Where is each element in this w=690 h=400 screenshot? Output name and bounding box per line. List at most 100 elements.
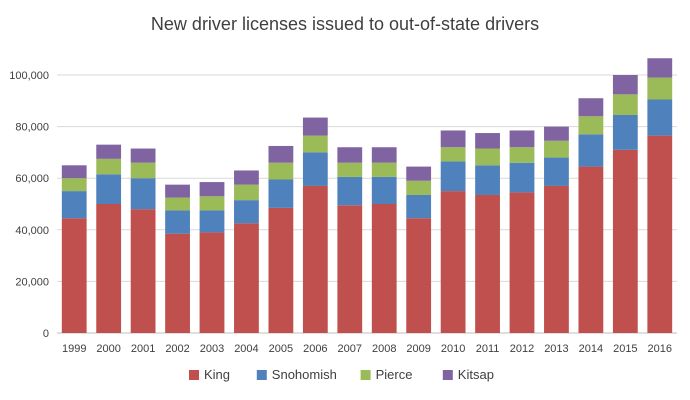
bar-segment-kitsap-2012 [509, 130, 535, 148]
bar-segment-kitsap-2014 [578, 98, 604, 117]
legend-swatch-kitsap [442, 370, 453, 380]
bar-segment-snohomish-2013 [544, 157, 569, 186]
y-tick-label: 0 [43, 328, 49, 340]
bar-segment-snohomish-2002 [165, 210, 190, 234]
bar-segment-snohomish-2011 [475, 165, 500, 195]
x-tick-label: 2002 [165, 343, 189, 355]
bar-segment-king-2000 [96, 204, 122, 333]
bar-segment-pierce-2005 [268, 162, 294, 180]
x-tick-label: 2011 [476, 343, 500, 355]
bar-segment-king-2004 [234, 223, 259, 333]
bar-segment-kitsap-2007 [337, 147, 363, 163]
bar-segment-pierce-2007 [337, 162, 363, 177]
bar-segment-kitsap-2004 [234, 170, 259, 185]
bar-segment-king-2010 [440, 191, 466, 333]
bar-segment-pierce-2000 [96, 158, 122, 175]
bar-segment-kitsap-2008 [371, 147, 397, 163]
x-tick-label: 2012 [510, 343, 534, 355]
bar-segment-kitsap-2010 [440, 130, 466, 148]
legend-swatch-king [189, 370, 199, 380]
bar-segment-snohomish-2010 [440, 161, 466, 192]
bar-segment-king-2006 [302, 185, 328, 333]
bar-segment-snohomish-2001 [130, 178, 156, 210]
y-axis-ticks: 0 20,000 40,000 60,000 80,000 100,000 [9, 70, 49, 340]
legend-swatch-snohomish [256, 370, 267, 380]
x-tick-label: 2005 [269, 343, 293, 355]
bar-segment-pierce-2010 [440, 147, 466, 162]
bar-segment-pierce-2016 [647, 77, 673, 100]
bar-segment-king-2016 [647, 135, 673, 333]
bar-segment-snohomish-2009 [406, 194, 432, 219]
bar-segment-kitsap-1999 [61, 165, 87, 179]
x-tick-label: 2010 [441, 343, 465, 355]
bar-segment-pierce-2004 [234, 184, 259, 201]
bar-segment-kitsap-2015 [612, 75, 638, 95]
chart-title: New driver licenses issued to out-of-sta… [151, 14, 539, 34]
bar-segment-pierce-2003 [199, 196, 225, 211]
x-tick-label: 2004 [234, 343, 258, 355]
bar-segment-king-2003 [199, 232, 225, 333]
bar-segment-snohomish-2012 [509, 162, 535, 193]
bar-segment-snohomish-2006 [302, 152, 328, 186]
bar-segment-king-2008 [371, 204, 397, 333]
bar-segment-kitsap-2000 [96, 144, 122, 159]
bar-segment-pierce-1999 [61, 178, 87, 192]
bar-segment-kitsap-2011 [475, 133, 500, 149]
bar-segment-king-2005 [268, 207, 294, 333]
bar-segment-pierce-2009 [406, 180, 432, 195]
bar-segment-kitsap-2006 [302, 117, 328, 136]
y-tick-label: 100,000 [9, 70, 49, 82]
bar-segment-pierce-2015 [612, 94, 638, 115]
bar-segment-pierce-2013 [544, 140, 569, 158]
bar-segment-king-1999 [61, 218, 87, 333]
x-tick-label: 2006 [303, 343, 327, 355]
legend-swatch-pierce [360, 370, 371, 380]
bar-segment-pierce-2012 [509, 147, 535, 163]
bar-segment-snohomish-2007 [337, 176, 363, 206]
y-tick-label: 80,000 [15, 122, 49, 134]
x-tick-label: 2001 [131, 343, 155, 355]
bar-segment-kitsap-2016 [647, 58, 673, 78]
y-tick-label: 40,000 [15, 225, 49, 237]
bar-segment-king-2007 [337, 205, 363, 333]
x-tick-label: 2000 [96, 343, 120, 355]
bar-segment-snohomish-2016 [647, 99, 673, 136]
bar-segment-king-2011 [475, 194, 500, 333]
x-tick-label: 2013 [544, 343, 568, 355]
x-tick-label: 2003 [200, 343, 224, 355]
gridlines [57, 74, 677, 334]
x-tick-label: 2009 [406, 343, 430, 355]
legend: King Snohomish Pierce Kitsap [189, 367, 494, 382]
x-axis-ticks: 1999 2000 2001 2002 2003 2004 2005 2006 2007 2008… [62, 343, 672, 355]
bar-segment-snohomish-2004 [234, 200, 259, 224]
x-tick-label: 2016 [648, 343, 672, 355]
y-tick-label: 20,000 [15, 276, 49, 288]
bar-segment-king-2014 [578, 166, 604, 333]
bar-segment-kitsap-2003 [199, 182, 225, 197]
bar-segment-snohomish-1999 [61, 191, 87, 219]
bar-segment-king-2002 [165, 233, 190, 333]
bar-segment-king-2001 [130, 209, 156, 333]
bar-segment-kitsap-2001 [130, 148, 156, 163]
legend-label-pierce: Pierce [376, 367, 413, 382]
bar-segment-king-2012 [509, 192, 535, 333]
bar-segment-king-2015 [612, 149, 638, 333]
bar-segment-snohomish-2000 [96, 174, 122, 204]
bar-segment-king-2013 [544, 185, 569, 333]
x-tick-label: 2015 [613, 343, 637, 355]
bar-segment-king-2009 [406, 218, 432, 333]
bar-segment-snohomish-2003 [199, 210, 225, 233]
legend-label-snohomish: Snohomish [272, 367, 337, 382]
x-tick-label: 2008 [372, 343, 396, 355]
bar-segment-pierce-2011 [475, 148, 500, 166]
bar-segment-kitsap-2002 [165, 184, 190, 198]
y-tick-label: 60,000 [15, 173, 49, 185]
bar-segment-snohomish-2008 [371, 176, 397, 204]
x-tick-label: 1999 [62, 343, 86, 355]
bar-segment-kitsap-2009 [406, 166, 432, 181]
legend-label-kitsap: Kitsap [458, 367, 494, 382]
bar-segment-pierce-2008 [371, 162, 397, 177]
bar-segment-snohomish-2005 [268, 179, 294, 208]
bars [61, 58, 673, 333]
